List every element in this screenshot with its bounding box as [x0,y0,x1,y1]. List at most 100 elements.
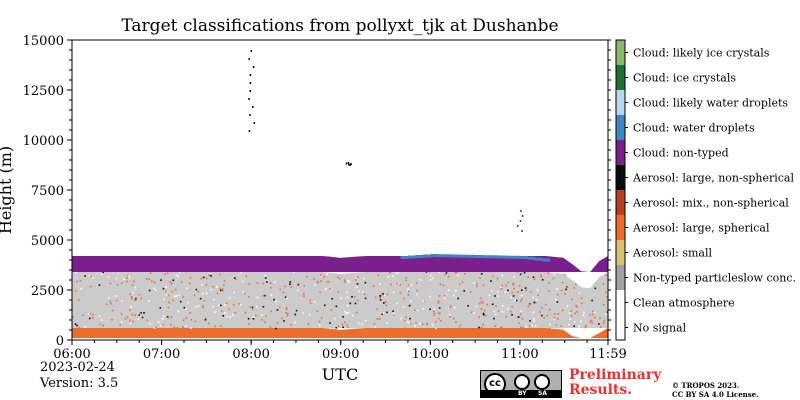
aerosol-speckle [592,314,594,316]
aerosol-speckle [347,296,349,298]
aerosol-speckle [438,300,440,302]
aerosol-speckle [379,297,381,299]
aerosol-speckle [163,288,165,290]
aerosol-speckle [416,294,418,296]
aerosol-speckle [495,314,497,316]
aerosol-speckle [121,313,123,315]
aerosol-speckle [590,321,592,323]
aerosol-speckle [286,307,288,309]
aerosol-speckle [223,284,225,286]
aerosol-speckle [117,284,119,286]
aerosol-speckle [244,293,246,295]
aerosol-speckle [147,319,149,321]
aerosol-speckle [317,310,319,312]
aerosol-speckle [528,306,530,308]
aerosol-speckle [524,272,526,274]
x-axis: 06:00 07:00 08:00 09:00 10:00 11:00 11:59 [53,340,626,362]
aerosol-speckle [302,313,304,315]
aerosol-speckle [603,304,605,306]
x-axis-label: UTC [322,365,358,384]
aerosol-speckle [309,300,311,302]
aerosol-speckle [195,321,197,323]
aerosol-speckle [580,321,582,323]
aerosol-speckle [139,313,141,315]
aerosol-speckle [473,312,475,314]
aerosol-speckle [171,283,173,285]
aerosol-speckle [430,275,432,277]
aerosol-speckle [82,315,84,317]
aerosol-speckle [180,301,182,303]
y-axis-label: Height (m) [0,146,15,234]
aerosol-speckle [450,305,452,307]
aerosol-speckle [532,297,534,299]
aerosol-speckle [459,327,461,329]
aerosol-speckle [520,327,522,329]
aerosol-speckle [320,280,322,282]
aerosol-speckle [340,297,342,299]
cloud-top-segment [408,256,416,259]
aerosol-speckle [202,293,204,295]
aerosol-speckle [455,272,457,274]
aerosol-speckle [540,274,542,276]
cloud-top-segment [438,254,446,257]
aerosol-speckle [174,296,176,298]
aerosol-speckle [129,293,131,295]
aerosol-speckle [240,304,242,306]
colorbar-swatch [616,240,625,265]
cloud-top-segment [520,256,528,259]
aerosol-speckle [263,283,265,285]
aerosol-speckle [129,309,131,311]
aerosol-speckle [581,303,583,305]
aerosol-speckle [501,285,503,287]
aerosol-speckle [277,322,279,324]
aerosol-speckle [132,321,134,323]
aerosol-speckle [228,308,230,310]
aerosol-speckle [357,300,359,302]
aerosol-speckle [398,272,400,274]
aerosol-speckle [407,321,409,323]
aerosol-speckle [266,281,268,283]
aerosol-speckle [416,290,418,292]
aerosol-speckle [376,308,378,310]
aerosol-speckle [553,278,555,280]
aerosol-speckle [533,320,535,322]
high-feature-mark [254,122,256,124]
high-feature-mark [249,130,251,132]
aerosol-speckle [303,296,305,298]
high-feature-mark [520,220,522,222]
aerosol-speckle [324,305,326,307]
aerosol-speckle [495,305,497,307]
aerosol-speckle [383,313,385,315]
aerosol-speckle [429,308,431,310]
aerosol-speckle [153,287,155,289]
aerosol-speckle [409,318,411,320]
aerosol-speckle [549,309,551,311]
aerosol-speckle [403,306,405,308]
aerosol-speckle [130,323,132,325]
aerosol-speckle [574,313,576,315]
cc-license-badge[interactable]: cc BY SA [480,370,562,398]
aerosol-speckle [331,309,333,311]
aerosol-speckle [407,290,409,292]
aerosol-speckle [171,316,173,318]
aerosol-speckle [476,283,478,285]
aerosol-speckle [308,323,310,325]
aerosol-speckle [99,315,101,317]
aerosol-speckle [393,313,395,315]
aerosol-speckle [386,305,388,307]
aerosol-speckle [342,327,344,329]
aerosol-speckle [248,323,250,325]
aerosol-speckle [249,306,251,308]
cloud-top-segment [542,259,550,262]
aerosol-speckle [419,323,421,325]
aerosol-speckle [522,318,524,320]
aerosol-speckle [149,323,151,325]
colorbar-swatch [616,190,625,215]
aerosol-speckle [178,311,180,313]
aerosol-speckle [541,307,543,309]
aerosol-speckle [270,311,272,313]
aerosol-speckle [518,323,520,325]
high-feature-mark [520,210,522,212]
aerosol-speckle [243,291,245,293]
